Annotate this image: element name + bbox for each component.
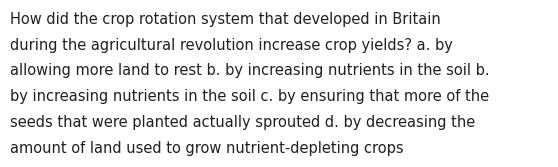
Text: How did the crop rotation system that developed in Britain: How did the crop rotation system that de…: [10, 12, 441, 27]
Text: during the agricultural revolution increase crop yields? a. by: during the agricultural revolution incre…: [10, 38, 453, 53]
Text: by increasing nutrients in the soil c. by ensuring that more of the: by increasing nutrients in the soil c. b…: [10, 89, 489, 104]
Text: allowing more land to rest b. by increasing nutrients in the soil b.: allowing more land to rest b. by increas…: [10, 63, 490, 78]
Text: seeds that were planted actually sprouted d. by decreasing the: seeds that were planted actually sproute…: [10, 115, 475, 130]
Text: amount of land used to grow nutrient-depleting crops: amount of land used to grow nutrient-dep…: [10, 141, 403, 156]
